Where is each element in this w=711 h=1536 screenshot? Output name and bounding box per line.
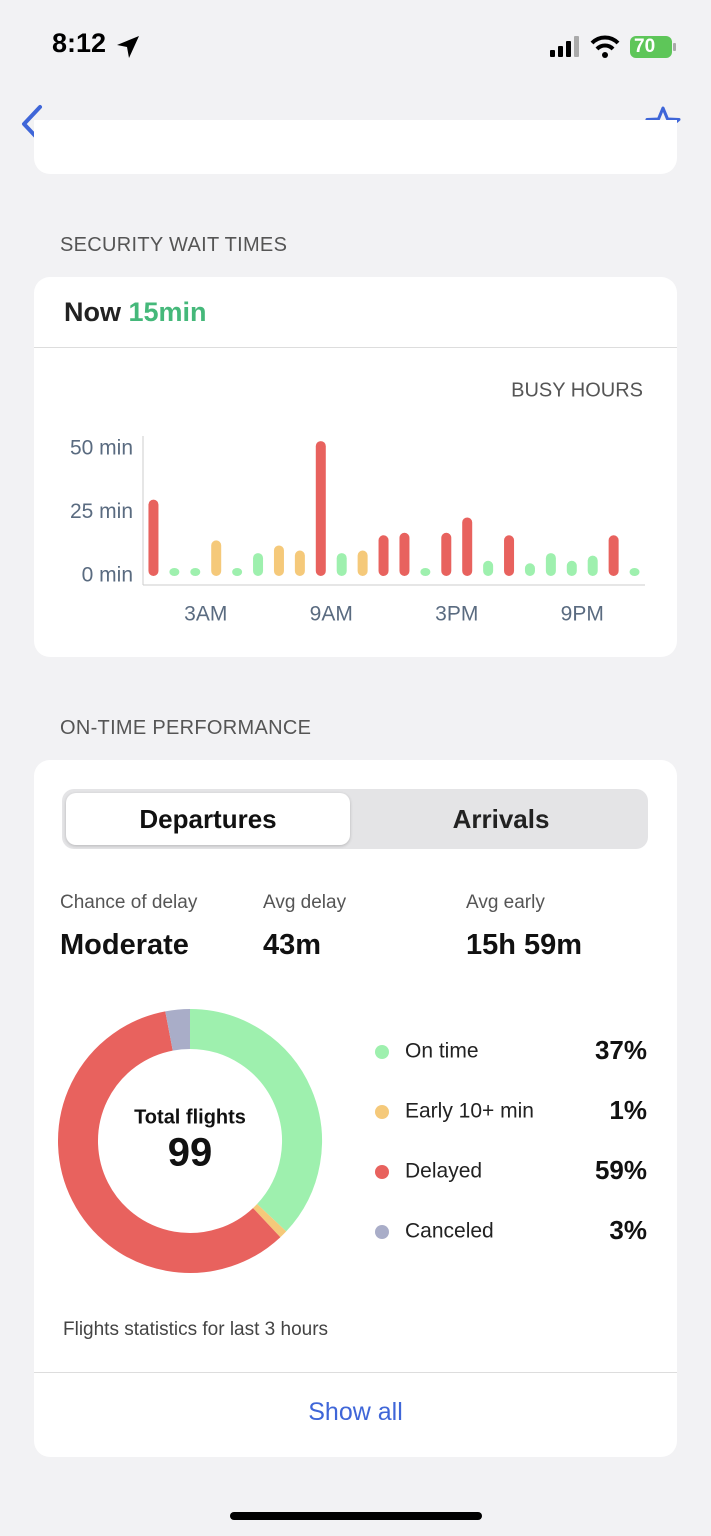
- bar: [148, 499, 159, 576]
- y-tick-label: 50 min: [70, 436, 133, 459]
- bar: [629, 568, 640, 576]
- bar: [462, 517, 473, 576]
- bar: [524, 563, 535, 576]
- legend-marker: [375, 1165, 389, 1179]
- bar: [399, 532, 410, 576]
- stat-value: Moderate: [60, 929, 189, 961]
- legend-label: Early 10+ min: [405, 1100, 534, 1123]
- bar: [190, 568, 201, 576]
- section-title: SECURITY WAIT TIMES: [60, 234, 288, 256]
- stat-value: 15h 59m: [466, 929, 583, 961]
- bar: [587, 555, 598, 576]
- legend-label: Canceled: [405, 1220, 494, 1243]
- clock: 8:12: [52, 28, 107, 58]
- legend-value: 1%: [609, 1095, 647, 1125]
- center-label: Total flights: [134, 1106, 246, 1128]
- performance-card: Departures Arrivals Chance of delay Avg …: [34, 760, 677, 1457]
- legend-marker: [375, 1045, 389, 1059]
- show-all-link[interactable]: Show all: [308, 1398, 403, 1426]
- bar: [273, 545, 284, 576]
- now-row: Now 15min: [64, 297, 207, 328]
- donut-segment: [189, 1009, 322, 1232]
- bar: [608, 535, 619, 576]
- x-tick-label: 3AM: [184, 603, 227, 626]
- bar: [232, 568, 243, 576]
- donut-segment: [252, 1203, 287, 1238]
- donut-segment: [165, 1009, 191, 1051]
- x-tick-label: 9AM: [310, 603, 353, 626]
- wait-card: Now 15min: [34, 277, 677, 657]
- bar: [441, 532, 452, 576]
- bar: [420, 568, 431, 576]
- legend-label: On time: [405, 1040, 479, 1063]
- stat-label: Chance of delay: [60, 892, 198, 913]
- divider: [34, 1372, 677, 1373]
- bar: [357, 550, 368, 576]
- bar: [545, 553, 556, 576]
- legend-value: 3%: [609, 1215, 647, 1245]
- now-label: Now: [64, 297, 121, 327]
- previous-card: [34, 120, 677, 174]
- center-value: 99: [168, 1131, 213, 1175]
- tab[interactable]: Arrivals: [452, 804, 550, 834]
- battery-level: 70: [634, 36, 656, 57]
- x-tick-label: 3PM: [435, 603, 478, 626]
- bar: [378, 535, 389, 576]
- legend-label: Delayed: [405, 1160, 482, 1183]
- y-tick-label: 25 min: [70, 500, 133, 523]
- bar: [253, 553, 264, 576]
- now-value: 15min: [128, 297, 207, 327]
- stat-label: Avg delay: [263, 892, 347, 913]
- section-title: ON-TIME PERFORMANCE: [60, 717, 312, 739]
- busy-hours-chart: BUSY HOURS 0 min 25 min 50 min 3AM 9AM 3PM 9PM: [70, 379, 645, 626]
- legend-value: 59%: [595, 1155, 647, 1185]
- bar: [169, 568, 180, 576]
- legend-marker: [375, 1105, 389, 1119]
- divider: [34, 347, 677, 348]
- bar: [504, 535, 515, 576]
- footnote: Flights statistics for last 3 hours: [63, 1319, 329, 1340]
- home-indicator: [230, 1512, 482, 1520]
- chart-title: BUSY HOURS: [511, 379, 643, 401]
- bar: [315, 441, 326, 576]
- bar: [336, 553, 347, 576]
- stat-label: Avg early: [466, 892, 545, 913]
- bar: [294, 550, 305, 576]
- x-tick-label: 9PM: [561, 603, 604, 626]
- location-icon: [117, 36, 139, 58]
- bar: [483, 560, 494, 576]
- flights-donut-chart: On time 37% Early 10+ min 1% Delayed 59% Cance…: [58, 1009, 647, 1273]
- legend-marker: [375, 1225, 389, 1239]
- bar: [211, 540, 222, 576]
- tab-selected[interactable]: Departures: [66, 793, 350, 845]
- status-icons: [550, 35, 676, 58]
- y-tick-label: 0 min: [82, 564, 133, 587]
- donut-segment: [58, 1011, 281, 1273]
- legend-value: 37%: [595, 1035, 647, 1065]
- bar: [566, 560, 577, 576]
- stat-value: 43m: [263, 929, 322, 961]
